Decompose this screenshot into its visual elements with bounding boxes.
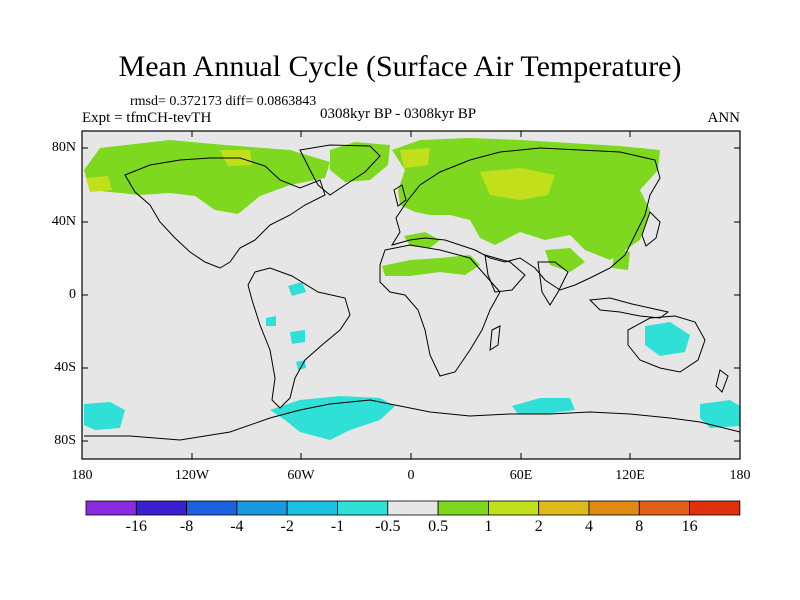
colorbar-box [638, 500, 690, 516]
colorbar-label: 4 [585, 518, 593, 535]
colorbar-box [538, 500, 590, 516]
coast-australia [627, 315, 706, 373]
season-label: ANN [707, 110, 741, 126]
colorbar [85, 500, 741, 516]
lat-label-80s: 80S [54, 433, 76, 448]
stronger-warm-regions [86, 148, 555, 200]
colorbar-box [487, 500, 540, 516]
colorbar-label: 16 [681, 518, 698, 535]
coast-india [537, 261, 569, 306]
coast-south-america [247, 267, 351, 409]
colorbar-box [236, 500, 288, 516]
coast-north-america [124, 157, 326, 269]
coast-madagascar [489, 325, 501, 351]
stats-label: rmsd= 0.372173 diff= 0.0863843 [130, 94, 317, 109]
colorbar-box [337, 500, 389, 516]
experiment-label: Expt = tfmCH-tevTH [82, 110, 212, 126]
coast-greenland [299, 144, 381, 196]
map-title: Mean Annual Cycle (Surface Air Temperatu… [118, 50, 682, 83]
lon-label-180e: 180 [729, 468, 751, 483]
coast-uk [393, 184, 407, 207]
colorbar-box [286, 500, 338, 516]
lon-label-60w: 60W [287, 468, 315, 483]
colorbar-box [186, 500, 238, 516]
colorbar-label: -1 [330, 518, 345, 535]
lon-label-60e: 60E [509, 468, 533, 483]
colorbar-box [85, 500, 137, 516]
colorbar-box [437, 500, 489, 516]
coastlines [84, 144, 741, 441]
colorbar-label: 2 [534, 518, 543, 535]
colorbar-label: -0.5 [375, 518, 401, 535]
coast-antarctica [84, 399, 741, 441]
cool-anomaly-regions [84, 282, 740, 440]
axis-ticks [82, 131, 740, 459]
lon-label-120e: 120E [615, 468, 645, 483]
period-label: 0308kyr BP - 0308kyr BP [320, 106, 477, 122]
warm-anomaly-regions [84, 138, 660, 276]
lat-label-40n: 40N [51, 214, 76, 229]
coast-africa [379, 244, 501, 377]
lon-label-180w: 180 [71, 468, 93, 483]
colorbar-box [135, 500, 187, 516]
colorbar-label: 8 [635, 518, 644, 535]
colorbar-box [588, 500, 640, 516]
lat-label-0: 0 [69, 287, 76, 302]
coast-arabia [484, 254, 526, 293]
coast-eurasia [390, 147, 661, 291]
colorbar-label: 0.5 [428, 518, 449, 535]
coast-japan [641, 211, 661, 247]
colorbar-box [689, 500, 741, 516]
colorbar-label: -16 [125, 518, 147, 535]
lat-label-80n: 80N [51, 140, 76, 155]
colorbar-label: -2 [280, 518, 294, 535]
colorbar-label: 1 [484, 518, 493, 535]
colorbar-label: -8 [179, 518, 194, 535]
lon-label-120w: 120W [174, 468, 210, 483]
coast-new-zealand [715, 369, 729, 393]
colorbar-label: -4 [230, 518, 244, 535]
coast-indonesia [588, 297, 670, 319]
lat-label-40s: 40S [54, 360, 76, 375]
colorbar-box [387, 500, 439, 516]
lon-label-0: 0 [407, 468, 415, 483]
